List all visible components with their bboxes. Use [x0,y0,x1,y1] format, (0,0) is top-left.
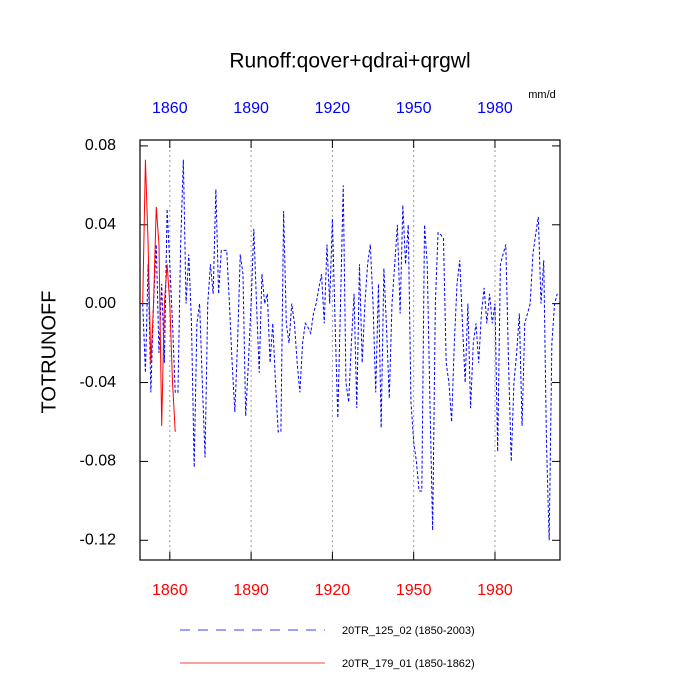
x-tick-label: 1920 [315,582,351,599]
y-tick-label: -0.08 [80,453,117,470]
legend-label: 20TR_179_01 (1850-1862) [342,658,475,670]
y-tick-label: 0.00 [85,295,116,312]
x-tick-label: 1980 [477,582,513,599]
y-tick-label: 0.04 [85,216,116,233]
x-tick-label: 1890 [233,582,269,599]
x-top-tick-label: 1920 [315,100,351,117]
chart-title: Runoff:qover+qdrai+qrgwl [229,50,470,73]
x-tick-label: 1860 [152,582,188,599]
x-top-tick-label: 1860 [152,100,188,117]
x-top-tick-label: 1890 [233,100,269,117]
x-top-tick-label: 1950 [396,100,432,117]
y-tick-label: -0.04 [80,374,117,391]
x-top-tick-label: 1980 [477,100,513,117]
x-tick-label: 1950 [396,582,432,599]
y-axis-label: TOTRUNOFF [38,291,60,414]
data-line [142,159,558,541]
legend-label: 20TR_125_02 (1850-2003) [342,625,475,637]
units-label: mm/d [528,89,556,101]
plot-frame [139,139,561,561]
y-tick-label: 0.08 [85,137,116,154]
y-tick-label: -0.12 [80,532,117,549]
data-line [142,159,176,432]
